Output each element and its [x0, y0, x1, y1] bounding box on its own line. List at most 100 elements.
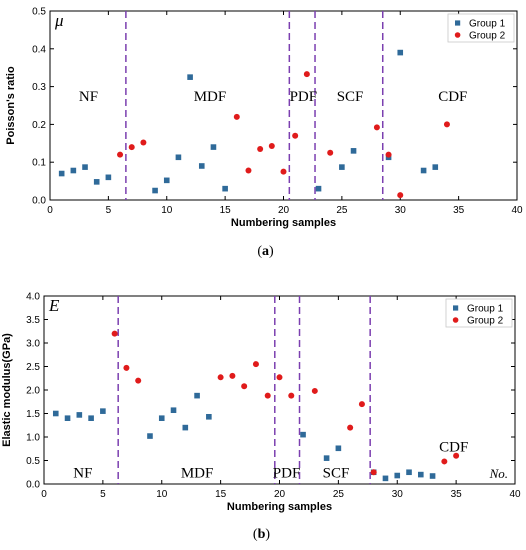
legend-label: Group 1 [467, 304, 504, 315]
y-tick-label: 2.0 [26, 386, 40, 397]
data-point [303, 71, 310, 78]
data-point [397, 49, 404, 56]
data-point [217, 374, 224, 381]
legend-marker [453, 305, 459, 311]
legend-label: Group 1 [469, 19, 506, 30]
region-label-scf: SCF [337, 89, 364, 105]
data-point [241, 383, 248, 390]
data-point [311, 387, 318, 394]
data-point [222, 185, 228, 192]
data-point [111, 330, 118, 337]
data-point [135, 377, 142, 384]
data-point [163, 177, 170, 184]
corner-symbol: E [48, 296, 60, 315]
data-point [182, 424, 189, 431]
data-point [82, 164, 88, 170]
y-tick-label: 3.5 [26, 315, 40, 326]
legend-label: Group 2 [469, 31, 506, 42]
region-label-cdf: CDF [438, 89, 467, 105]
x-tick-label: 25 [333, 489, 345, 500]
chart-panel-a: 0 5 10 15 20 25 30 35 40 0.0 0.1 0.2 0.3 0.4 0.5 Number… [5, 7, 523, 260]
data-point [453, 452, 460, 459]
region-label-cdf: CDF [439, 439, 468, 455]
data-point [370, 469, 377, 476]
panel-caption: (a) [257, 244, 274, 259]
data-point [170, 407, 177, 414]
data-point [257, 145, 264, 152]
data-point [233, 113, 240, 120]
x-tick-label: 5 [100, 489, 106, 500]
y-tick-label: 0.2 [32, 120, 46, 131]
y-tick-label: 4.0 [26, 292, 40, 303]
data-point [100, 408, 106, 414]
data-point [394, 472, 401, 479]
panel-caption: (b) [253, 527, 270, 542]
data-point [397, 192, 404, 199]
x-axis-title: Numbering samples [227, 501, 332, 513]
x-tick-label: 35 [453, 205, 465, 216]
y-tick-label: 1.0 [26, 433, 40, 444]
region-label-mdf: MDF [181, 465, 214, 481]
x-end-label: No. [489, 466, 508, 481]
y-tick-label: 0.0 [32, 196, 46, 207]
data-point [105, 174, 112, 181]
data-point [418, 471, 424, 478]
data-point [70, 167, 77, 174]
data-point [443, 121, 450, 128]
data-point [335, 445, 342, 452]
y-tick-label: 0.5 [32, 7, 46, 18]
data-point [210, 144, 217, 150]
region-label-nf: NF [79, 89, 98, 105]
data-point [264, 392, 271, 399]
data-point [245, 167, 252, 174]
legend-marker [454, 32, 461, 38]
data-point [429, 473, 436, 479]
corner-symbol: μ [54, 11, 64, 30]
data-point [229, 372, 236, 379]
data-point [406, 469, 412, 476]
y-tick-label: 3.0 [26, 339, 40, 350]
y-tick-label: 0.5 [26, 456, 40, 467]
data-point [350, 148, 357, 154]
x-tick-label: 40 [511, 205, 523, 216]
y-tick-label: 0.3 [32, 82, 46, 93]
region-label-pdf: PDF [290, 89, 318, 105]
region-label-scf: SCF [323, 465, 350, 481]
data-point [147, 433, 153, 439]
series-group-2 [111, 330, 460, 476]
data-point [276, 374, 283, 381]
data-point [323, 455, 330, 461]
x-tick-label: 0 [47, 205, 53, 216]
data-point [347, 424, 354, 431]
x-tick-label: 35 [451, 489, 463, 500]
data-point [158, 415, 165, 421]
data-point [288, 392, 295, 399]
data-point [441, 458, 448, 465]
x-tick-label: 15 [215, 489, 227, 500]
region-label-nf: NF [73, 465, 92, 481]
y-axis-title: Elastic modulus(GPa) [1, 333, 13, 447]
data-point [58, 170, 65, 177]
data-point [123, 364, 130, 371]
y-tick-label: 0.0 [26, 480, 40, 491]
data-point [373, 124, 380, 131]
legend-marker [455, 20, 461, 26]
data-point [88, 415, 94, 421]
data-point [268, 142, 275, 149]
data-point [358, 401, 365, 408]
data-point [198, 163, 205, 169]
data-point [93, 179, 100, 185]
region-label-pdf: PDF [273, 465, 301, 481]
data-point [206, 413, 212, 420]
y-axis-title: Poisson's ratio [5, 66, 17, 145]
y-tick-label: 2.5 [26, 362, 40, 373]
legend-label: Group 2 [467, 316, 504, 327]
x-tick-label: 20 [278, 205, 290, 216]
data-point [252, 361, 259, 368]
x-tick-label: 40 [509, 489, 521, 500]
x-axis-title: Numbering samples [231, 217, 336, 229]
data-point [117, 151, 124, 158]
data-point [385, 151, 392, 158]
